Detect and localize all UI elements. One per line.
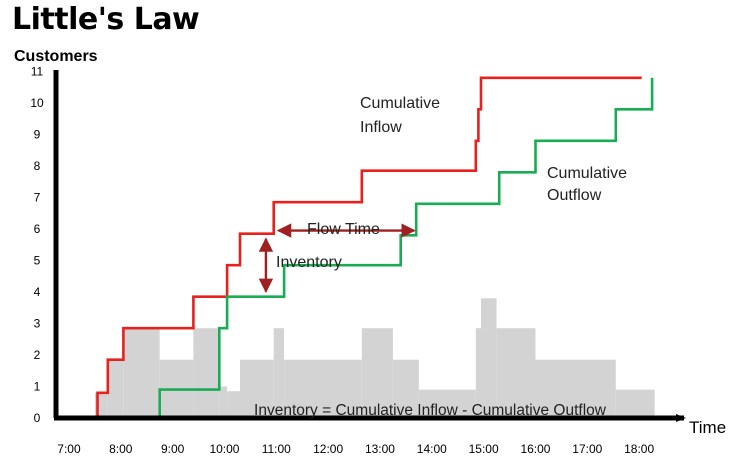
outflow-label-line1: Cumulative — [547, 165, 627, 182]
inventory-bar-8 — [273, 328, 285, 418]
outflow-label-line2: Outflow — [547, 187, 602, 204]
inventory-equation: Inventory = Cumulative Inflow - Cumulati… — [254, 402, 607, 419]
inventory-area — [94, 298, 655, 418]
y-tick-label-2: 2 — [34, 348, 41, 362]
inventory-bar-12 — [418, 389, 476, 418]
x-axis-end — [676, 414, 686, 422]
x-tick-label-8: 8:00 — [109, 442, 133, 456]
inventory-label: Inventory — [276, 254, 342, 271]
inventory-bar-4 — [193, 328, 220, 418]
inventory-bar-15 — [496, 328, 536, 418]
x-tick-label-9: 9:00 — [161, 442, 185, 456]
y-tick-label-7: 7 — [34, 190, 41, 204]
y-tick-label-1: 1 — [34, 379, 41, 393]
inventory-bar-13 — [475, 328, 482, 418]
inventory-bar-7 — [240, 359, 274, 418]
inventory-bar-10 — [361, 328, 393, 418]
inflow-label-line1: Cumulative — [360, 95, 440, 112]
flow-time-label: Flow Time — [307, 221, 380, 238]
y-tick-label-4: 4 — [34, 285, 41, 299]
annotations: Cumulative Inflow Cumulative Outflow Flow Ti… — [254, 95, 627, 419]
inventory-bar-2 — [123, 328, 160, 418]
x-tick-label-11: 11:00 — [262, 442, 291, 456]
y-tick-label-10: 10 — [30, 96, 44, 110]
inflow-label-line2: Inflow — [360, 119, 402, 136]
x-tick-label-10: 10:00 — [209, 442, 239, 456]
y-tick-label-6: 6 — [34, 222, 41, 236]
x-tick-label-18: 18:00 — [624, 442, 654, 456]
series-line-cumulative-inflow — [56, 76, 642, 420]
inventory-bar-5 — [219, 386, 228, 418]
y-tick-label-0: 0 — [34, 411, 41, 425]
inventory-bar-16 — [535, 359, 552, 418]
x-tick-label-12: 12:00 — [313, 442, 343, 456]
axes: Customers Time 0 1 2 3 4 5 6 7 8 9 10 11 7:00 8:00 9:00 1… — [14, 48, 726, 456]
y-tick-label-3: 3 — [34, 316, 41, 330]
inventory-bar-6 — [227, 391, 241, 418]
inventory-bar-17 — [551, 359, 616, 418]
inventory-bar-18 — [615, 389, 655, 418]
chart-title: Little's Law — [12, 2, 200, 37]
inventory-bar-1 — [107, 359, 124, 418]
x-tick-label-7: 7:00 — [57, 442, 81, 456]
y-tick-label-9: 9 — [34, 127, 41, 141]
x-tick-label-15: 15:00 — [469, 442, 499, 456]
inventory-bar-11 — [392, 359, 419, 418]
x-axis-label: Time — [689, 418, 726, 437]
x-tick-label-16: 16:00 — [520, 442, 550, 456]
y-tick-label-5: 5 — [34, 253, 41, 267]
y-tick-label-11: 11 — [31, 64, 44, 78]
inventory-bar-9 — [284, 359, 362, 418]
inventory-bar-14 — [481, 298, 497, 418]
y-axis-label: Customers — [14, 48, 98, 65]
x-tick-label-14: 14:00 — [417, 442, 447, 456]
y-tick-label-8: 8 — [34, 159, 41, 173]
x-tick-label-13: 13:00 — [365, 442, 395, 456]
x-tick-label-17: 17:00 — [572, 442, 602, 456]
